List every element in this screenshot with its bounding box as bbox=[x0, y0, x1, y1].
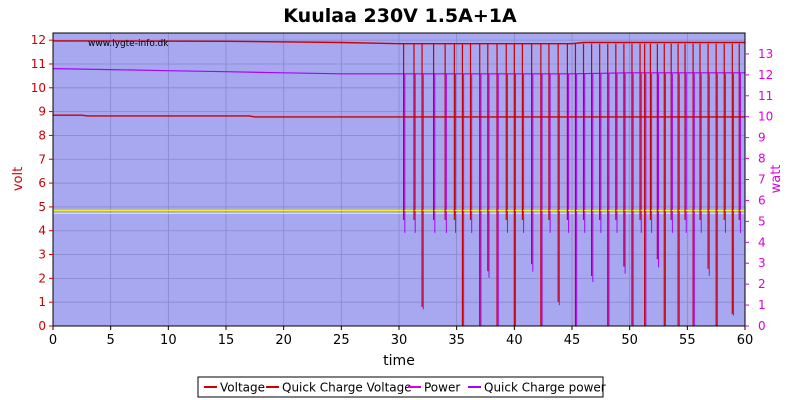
x-axis-title: time bbox=[383, 353, 415, 369]
legend: Voltage Quick Charge Voltage Power Quick Ch… bbox=[197, 376, 606, 398]
x-tick-label: 45 bbox=[564, 333, 581, 348]
y-right-tick-label: 9 bbox=[758, 131, 766, 145]
y-right-tick-label: 12 bbox=[758, 68, 773, 82]
y-left-tick-label: 8 bbox=[38, 128, 46, 142]
y-right-tick-label: 3 bbox=[758, 256, 766, 270]
y-right-tick-label: 11 bbox=[758, 89, 773, 103]
y-left-tick-label: 7 bbox=[38, 152, 46, 166]
y-right-axis-title: watt bbox=[769, 165, 784, 194]
y-right-tick-label: 13 bbox=[758, 47, 773, 61]
x-tick-label: 25 bbox=[333, 333, 350, 348]
y-right-tick-label: 10 bbox=[758, 110, 773, 124]
y-left-tick-label: 9 bbox=[38, 105, 46, 119]
legend-box bbox=[197, 376, 604, 398]
legend-label: Quick Charge Voltage bbox=[282, 381, 412, 395]
y-right-tick-label: 5 bbox=[758, 214, 766, 228]
y-left-tick-label: 12 bbox=[31, 33, 46, 47]
y-right-tick-label: 1 bbox=[758, 298, 766, 312]
y-left-tick-label: 5 bbox=[38, 200, 46, 214]
x-tick-label: 40 bbox=[506, 333, 523, 348]
series-line-voltage bbox=[53, 114, 745, 118]
x-tick-label: 10 bbox=[160, 333, 177, 348]
y-left-axis-title: volt bbox=[11, 167, 26, 191]
y-right-tick-label: 4 bbox=[758, 235, 766, 249]
y-left-tick-label: 0 bbox=[38, 319, 46, 333]
y-right-tick-label: 2 bbox=[758, 277, 766, 291]
y-left-tick-label: 3 bbox=[38, 248, 46, 262]
y-left-tick-label: 10 bbox=[31, 81, 46, 95]
x-tick-label: 20 bbox=[275, 333, 292, 348]
chart-title: Kuulaa 230V 1.5A+1A bbox=[283, 5, 517, 27]
watermark: www.lygte-info.dk bbox=[88, 39, 169, 49]
y-left-tick-label: 1 bbox=[38, 295, 46, 309]
legend-label: Voltage bbox=[220, 381, 265, 395]
x-tick-label: 55 bbox=[679, 333, 696, 348]
x-tick-label: 30 bbox=[391, 333, 408, 348]
x-tick-label: 50 bbox=[621, 333, 638, 348]
y-left-tick-label: 6 bbox=[38, 176, 46, 190]
y-right-tick-label: 0 bbox=[758, 319, 766, 333]
series-line-qc-voltage bbox=[52, 40, 745, 45]
series-line-qc-power bbox=[52, 68, 745, 75]
y-right-tick-label: 6 bbox=[758, 193, 766, 207]
y-right-tick-label: 8 bbox=[758, 152, 766, 166]
y-left-tick-label: 2 bbox=[38, 271, 46, 285]
x-tick-label: 15 bbox=[218, 333, 235, 348]
x-tick-label: 35 bbox=[448, 333, 465, 348]
x-tick-label: 5 bbox=[107, 333, 115, 348]
y-right-tick-label: 7 bbox=[758, 173, 766, 187]
x-axis-ticks: 0 5 10 15 20 25 30 35 40 45 50 55 60 bbox=[49, 326, 753, 348]
x-tick-label: 60 bbox=[737, 333, 754, 348]
y-left-tick-label: 4 bbox=[38, 224, 46, 238]
series-layer bbox=[52, 40, 745, 326]
y-left-tick-label: 11 bbox=[31, 57, 46, 71]
legend-label: Quick Charge power bbox=[484, 381, 606, 395]
legend-label: Power bbox=[424, 381, 460, 395]
x-tick-label: 0 bbox=[49, 333, 57, 348]
